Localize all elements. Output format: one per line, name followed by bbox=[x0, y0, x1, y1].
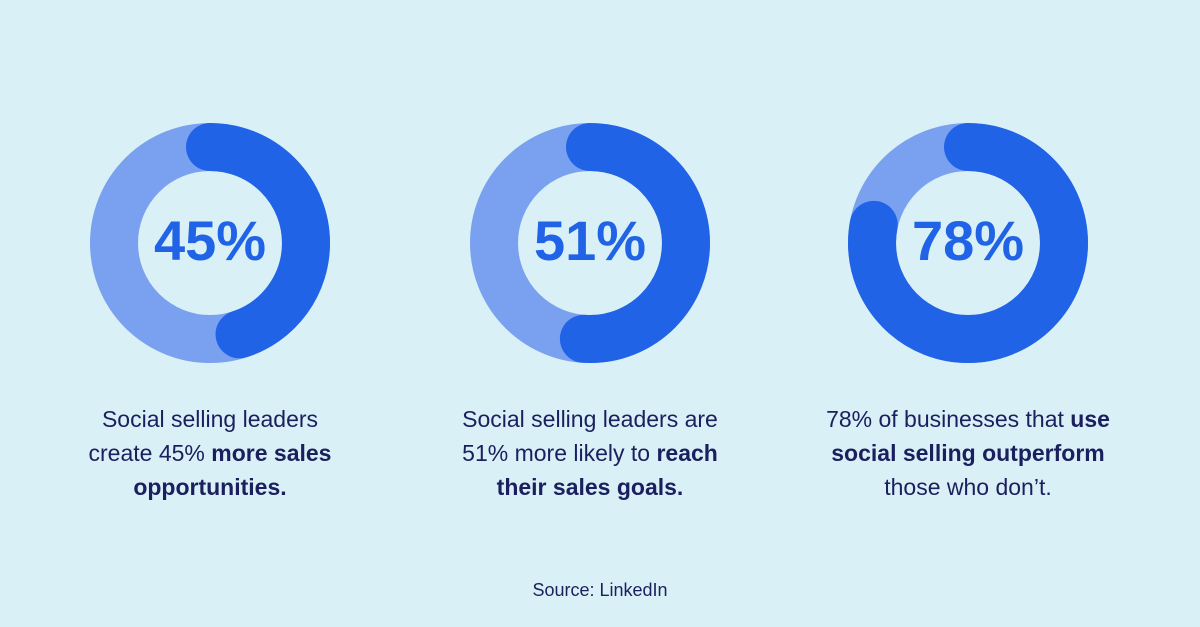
description-emphasis: reach bbox=[656, 440, 718, 466]
description-emphasis: more sales bbox=[211, 440, 332, 466]
description-text: Social selling leaders bbox=[101, 406, 319, 432]
description-text: those who don’t. bbox=[884, 474, 1052, 500]
description-emphasis: use bbox=[1070, 406, 1110, 432]
stat-panel: 45% Social selling leaders create 45% more… bbox=[20, 0, 400, 627]
percentage-label: 45% bbox=[153, 209, 267, 272]
donut-value-arc bbox=[848, 123, 1088, 363]
description-text: create 45% bbox=[88, 440, 212, 466]
donut-value-arc bbox=[90, 123, 330, 363]
description-text: 51% more likely to bbox=[462, 440, 657, 466]
source-note: Source: LinkedIn bbox=[532, 580, 668, 600]
description-emphasis: social selling outperform bbox=[831, 440, 1105, 466]
description-line: those who don’t. bbox=[778, 470, 1158, 504]
percentage-label: 78% bbox=[911, 209, 1025, 272]
description-line: opportunities. bbox=[20, 470, 400, 504]
description-line: 51% more likely to reach bbox=[400, 436, 780, 470]
stat-description: 78% of businesses that use social selling… bbox=[778, 402, 1158, 504]
description-line: social selling outperform bbox=[778, 436, 1158, 470]
donut-chart bbox=[90, 123, 330, 363]
donut-chart bbox=[470, 123, 710, 363]
stat-panel: 78% 78% of businesses that use social sell… bbox=[778, 0, 1158, 627]
donut-value-arc bbox=[470, 123, 710, 363]
stat-description: Social selling leaders are 51% more likel… bbox=[400, 402, 780, 504]
description-text: 78% of businesses that bbox=[826, 406, 1071, 432]
description-line: Social selling leaders are bbox=[400, 402, 780, 436]
description-line: create 45% more sales bbox=[20, 436, 400, 470]
description-emphasis: opportunities. bbox=[133, 474, 287, 500]
description-emphasis: their sales goals. bbox=[496, 474, 684, 500]
description-line: Social selling leaders bbox=[20, 402, 400, 436]
description-text: Social selling leaders are bbox=[462, 406, 718, 432]
percentage-label: 51% bbox=[533, 209, 647, 272]
donut-chart bbox=[848, 123, 1088, 363]
stat-panel: 51% Social selling leaders are 51% more li… bbox=[400, 0, 780, 627]
description-line: 78% of businesses that use bbox=[778, 402, 1158, 436]
stat-description: Social selling leaders create 45% more sa… bbox=[20, 402, 400, 504]
description-line: their sales goals. bbox=[400, 470, 780, 504]
